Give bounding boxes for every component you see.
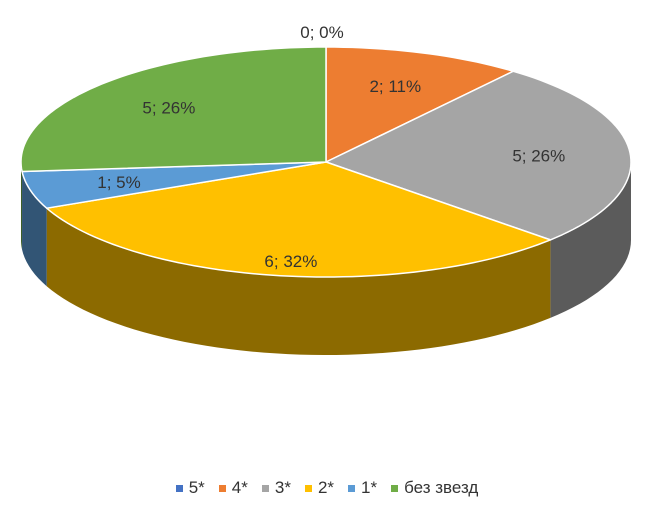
legend-label: 1* (361, 478, 378, 497)
pie-slice-4-star (325, 46, 515, 163)
legend-label: без звезд (404, 478, 479, 497)
pie-slice-2-star (45, 161, 552, 278)
data-label-3-star: 5; 26% (512, 146, 565, 165)
legend-item-2-star: 2* (304, 478, 335, 498)
legend-swatch-icon (391, 484, 399, 492)
legend-swatch-icon (218, 484, 226, 492)
data-label-2-star: 6; 32% (264, 252, 317, 271)
pie-side-category-5 (21, 162, 23, 250)
legend-item-5-star: 5* (175, 478, 205, 498)
legend-item-1-star: 1* (348, 478, 377, 498)
data-label-category-5: 5; 26% (142, 99, 195, 118)
pie-slice-3-star (325, 70, 632, 241)
pie-side-walls (21, 162, 631, 355)
legend-item-category-5: без звезд (391, 478, 478, 498)
legend: 5* 4* 3* 2* 1* без звезд (0, 478, 654, 498)
legend-swatch-icon (261, 484, 269, 492)
pie-chart: 0; 0% 2; 11% 5; 26% 6; 32% 1; 5% 5; 26% (20, 23, 632, 355)
pie-side-3-star (550, 162, 631, 318)
legend-item-4-star: 4* (218, 478, 248, 498)
data-label-1-star: 1; 5% (97, 173, 140, 192)
legend-label: 5* (188, 478, 205, 497)
legend-label: 4* (231, 478, 248, 497)
pie-slice-category-5 (20, 46, 327, 173)
legend-swatch-icon (348, 484, 356, 492)
legend-swatch-icon (175, 484, 183, 492)
legend-label: 2* (317, 478, 335, 497)
pie-side-2-star (46, 208, 551, 355)
pie-slice-1-star (21, 161, 327, 209)
legend-item-3-star: 3* (261, 478, 291, 498)
pie-data-labels: 0; 0% 2; 11% 5; 26% 6; 32% 1; 5% 5; 26% (97, 23, 565, 271)
pie-side-1-star (22, 171, 47, 287)
data-label-5-star: 0; 0% (300, 23, 343, 42)
data-label-4-star: 2; 11% (369, 77, 421, 96)
legend-swatch-icon (304, 484, 312, 492)
pie-top-slices (20, 46, 632, 278)
legend-label: 3* (274, 478, 291, 497)
